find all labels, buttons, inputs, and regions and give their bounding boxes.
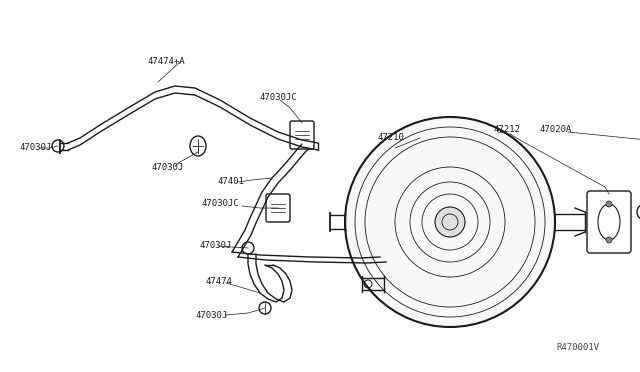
Text: 47020A: 47020A [540,125,572,135]
Circle shape [345,117,555,327]
Circle shape [606,237,612,243]
Text: 47474: 47474 [205,278,232,286]
Text: 47030J: 47030J [196,311,228,320]
Text: 47210: 47210 [378,134,405,142]
Circle shape [435,207,465,237]
Text: 47030JC: 47030JC [202,199,239,208]
Text: 47212: 47212 [494,125,521,135]
Text: 47030J: 47030J [20,144,52,153]
Text: 47030J: 47030J [152,164,184,173]
Text: 47030JC: 47030JC [260,93,298,103]
Text: 47401: 47401 [218,177,245,186]
Text: 47030J: 47030J [200,241,232,250]
Circle shape [606,201,612,207]
Text: R470001V: R470001V [556,343,599,353]
Text: 47474+A: 47474+A [148,58,186,67]
